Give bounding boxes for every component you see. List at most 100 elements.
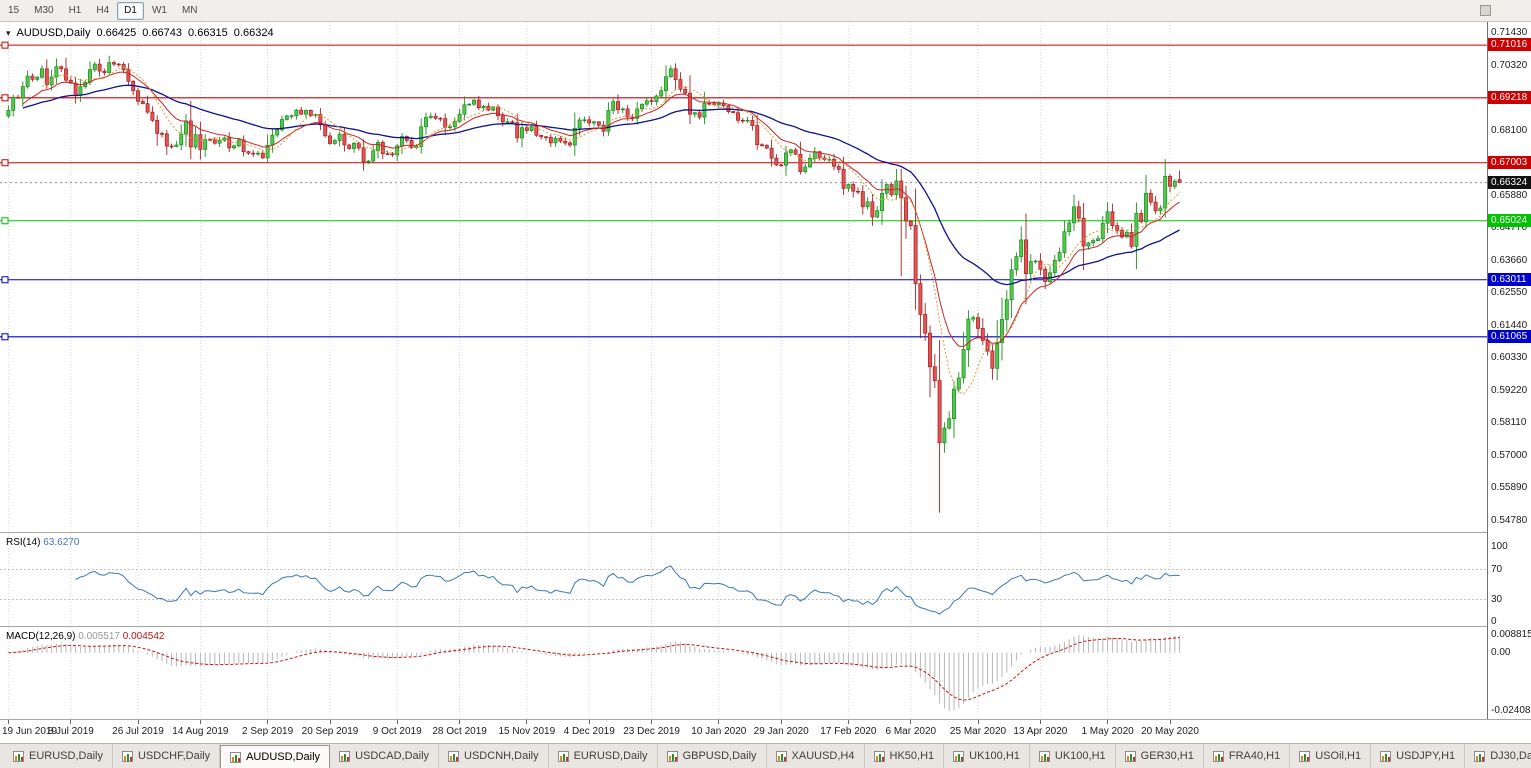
legend-open: 0.66425 xyxy=(96,27,137,39)
chart-tab-ger30-h1[interactable]: GER30,H1 xyxy=(1116,744,1204,768)
chart-tab-uk100-h1[interactable]: UK100,H1 xyxy=(1030,744,1116,768)
chart-tab-gbpusd-daily[interactable]: GBPUSD,Daily xyxy=(658,744,767,768)
mini-chart-icon xyxy=(339,750,351,762)
time-axis-label: 15 Nov 2019 xyxy=(498,726,556,737)
timeframe-button-w1[interactable]: W1 xyxy=(151,4,167,16)
mini-chart-icon xyxy=(666,750,678,762)
rsi-pane[interactable] xyxy=(0,533,1487,626)
time-tick xyxy=(526,720,528,724)
timeframe-button-15[interactable]: 15 xyxy=(8,4,20,16)
chart-tab-label: AUDUSD,Daily xyxy=(246,751,321,763)
chart-legend: ▾ AUDUSD,Daily 0.66425 0.66743 0.66315 0… xyxy=(6,27,274,39)
macd-pane[interactable] xyxy=(0,627,1487,719)
horizontal-level-lines[interactable] xyxy=(0,41,1487,341)
date-gridlines xyxy=(7,533,1171,626)
time-tick xyxy=(459,720,461,724)
timeframe-button-h4[interactable]: H4 xyxy=(96,4,110,16)
macd-signal-value: 0.004542 xyxy=(122,631,165,642)
chevron-down-icon[interactable]: ▾ xyxy=(6,27,11,38)
time-tick xyxy=(267,720,269,724)
chart-tab-usoil-h1[interactable]: USOil,H1 xyxy=(1290,744,1372,768)
mini-chart-icon xyxy=(1299,750,1311,762)
time-axis-label: 20 May 2020 xyxy=(1141,726,1199,737)
time-tick xyxy=(780,720,782,724)
chart-tab-usdchf-daily[interactable]: USDCHF,Daily xyxy=(113,744,221,768)
macd-tick-label: 0.008815 xyxy=(1491,629,1531,640)
macd-main-value: 0.005517 xyxy=(78,631,120,642)
time-axis-label: 10 Jan 2020 xyxy=(691,726,747,737)
timeframe-button-mn[interactable]: MN xyxy=(181,4,198,16)
timeframe-button-h1[interactable]: H1 xyxy=(68,4,82,16)
price-tick-label: 0.65880 xyxy=(1491,189,1528,201)
timeframe-button-m30[interactable]: M30 xyxy=(34,4,54,16)
chart-tab-usdcad-daily[interactable]: USDCAD,Daily xyxy=(330,744,440,768)
time-tick xyxy=(1169,720,1171,724)
time-axis-label: 1 May 2020 xyxy=(1081,726,1134,737)
price-tick-label: 0.60330 xyxy=(1491,352,1528,364)
mini-chart-icon xyxy=(13,750,24,762)
chart-tab-label: DJ30,Daily xyxy=(1490,750,1531,762)
time-axis-label: 14 Aug 2019 xyxy=(172,726,229,737)
chart-tab-dj30-daily[interactable]: DJ30,Daily xyxy=(1465,744,1531,768)
chart-tab-label: USDCAD,Daily xyxy=(355,750,430,762)
time-axis-label: 26 Jul 2019 xyxy=(112,726,164,737)
level-price-label[interactable]: 0.65024 xyxy=(1488,213,1531,227)
time-tick xyxy=(7,720,9,724)
chart-tab-label: FRA40,H1 xyxy=(1228,750,1281,762)
level-price-label[interactable]: 0.69218 xyxy=(1488,90,1531,104)
price-tick-label: 0.57000 xyxy=(1491,449,1528,461)
mini-chart-icon xyxy=(1380,750,1392,762)
chart-tab-label: EURUSD,Daily xyxy=(29,750,103,762)
time-axis-label: 13 Apr 2020 xyxy=(1013,726,1068,737)
date-gridlines xyxy=(7,627,1171,719)
rsi-tick-label: 70 xyxy=(1491,563,1503,575)
price-axis[interactable]: 0.714300.703200.692100.681000.669900.658… xyxy=(1487,22,1531,719)
price-tick-label: 0.59220 xyxy=(1491,384,1528,396)
level-price-label[interactable]: 0.67003 xyxy=(1488,155,1531,169)
chart-tab-label: GER30,H1 xyxy=(1140,750,1194,762)
legend-symbol: AUDUSD,Daily xyxy=(16,27,91,39)
toolbar-handle-icon[interactable] xyxy=(1480,5,1491,16)
pane-divider[interactable] xyxy=(0,626,1531,627)
chart-tab-eurusd-daily[interactable]: EURUSD,Daily xyxy=(4,744,113,768)
time-axis-label: 8 Jul 2019 xyxy=(47,726,94,737)
pane-divider[interactable] xyxy=(0,532,1531,533)
chart-tab-label: USDCNH,Daily xyxy=(464,750,539,762)
level-price-label[interactable]: 0.71016 xyxy=(1488,38,1531,52)
chart-tab-usdcnh-daily[interactable]: USDCNH,Daily xyxy=(439,744,549,768)
chart-tab-eurusd-daily[interactable]: EURUSD,Daily xyxy=(549,744,658,768)
macd-name: MACD(12,26,9) xyxy=(6,631,76,642)
level-price-label[interactable]: 0.61065 xyxy=(1488,329,1531,343)
mini-chart-icon xyxy=(448,750,460,762)
chart-tab-usdjpy-h1[interactable]: USDJPY,H1 xyxy=(1371,744,1466,768)
level-price-label[interactable]: 0.63011 xyxy=(1488,272,1531,286)
chart-tab-label: HK50,H1 xyxy=(889,750,935,762)
price-tick-label: 0.64770 xyxy=(1491,222,1528,234)
chart-tab-audusd-daily[interactable]: AUDUSD,Daily xyxy=(220,745,331,768)
price-tick-label: 0.62550 xyxy=(1491,287,1528,299)
time-axis[interactable]: 19 Jun 2019 8 Jul 2019 26 Jul 2019 14 Aug 2… xyxy=(0,720,1531,743)
mini-chart-icon xyxy=(557,750,569,762)
time-tick xyxy=(718,720,720,724)
chart-tab-xauusd-h4[interactable]: XAUUSD,H4 xyxy=(767,744,865,768)
macd-tick-label: 0.00 xyxy=(1491,646,1511,658)
chart-tab-label: USDJPY,H1 xyxy=(1396,750,1456,762)
time-tick xyxy=(588,720,590,724)
pane-divider[interactable] xyxy=(0,719,1531,720)
time-tick xyxy=(651,720,653,724)
mini-chart-icon xyxy=(230,751,242,763)
time-tick xyxy=(1107,720,1109,724)
chart-tab-fra40-h1[interactable]: FRA40,H1 xyxy=(1204,744,1291,768)
mini-chart-icon xyxy=(953,750,965,762)
mini-chart-icon xyxy=(1038,750,1050,762)
timeframe-button-d1[interactable]: D1 xyxy=(117,1,144,20)
price-tick-label: 0.71430 xyxy=(1491,27,1528,38)
rsi-value: 63.6270 xyxy=(43,537,80,548)
macd-indicator-label: MACD(12,26,9) 0.005517 0.004542 xyxy=(6,631,164,642)
mini-chart-icon xyxy=(873,750,885,762)
chart-tab-hk50-h1[interactable]: HK50,H1 xyxy=(865,744,945,768)
chart-tab-uk100-h1[interactable]: UK100,H1 xyxy=(944,744,1030,768)
price-pane[interactable] xyxy=(0,22,1487,532)
sma-8-line xyxy=(41,66,1180,395)
